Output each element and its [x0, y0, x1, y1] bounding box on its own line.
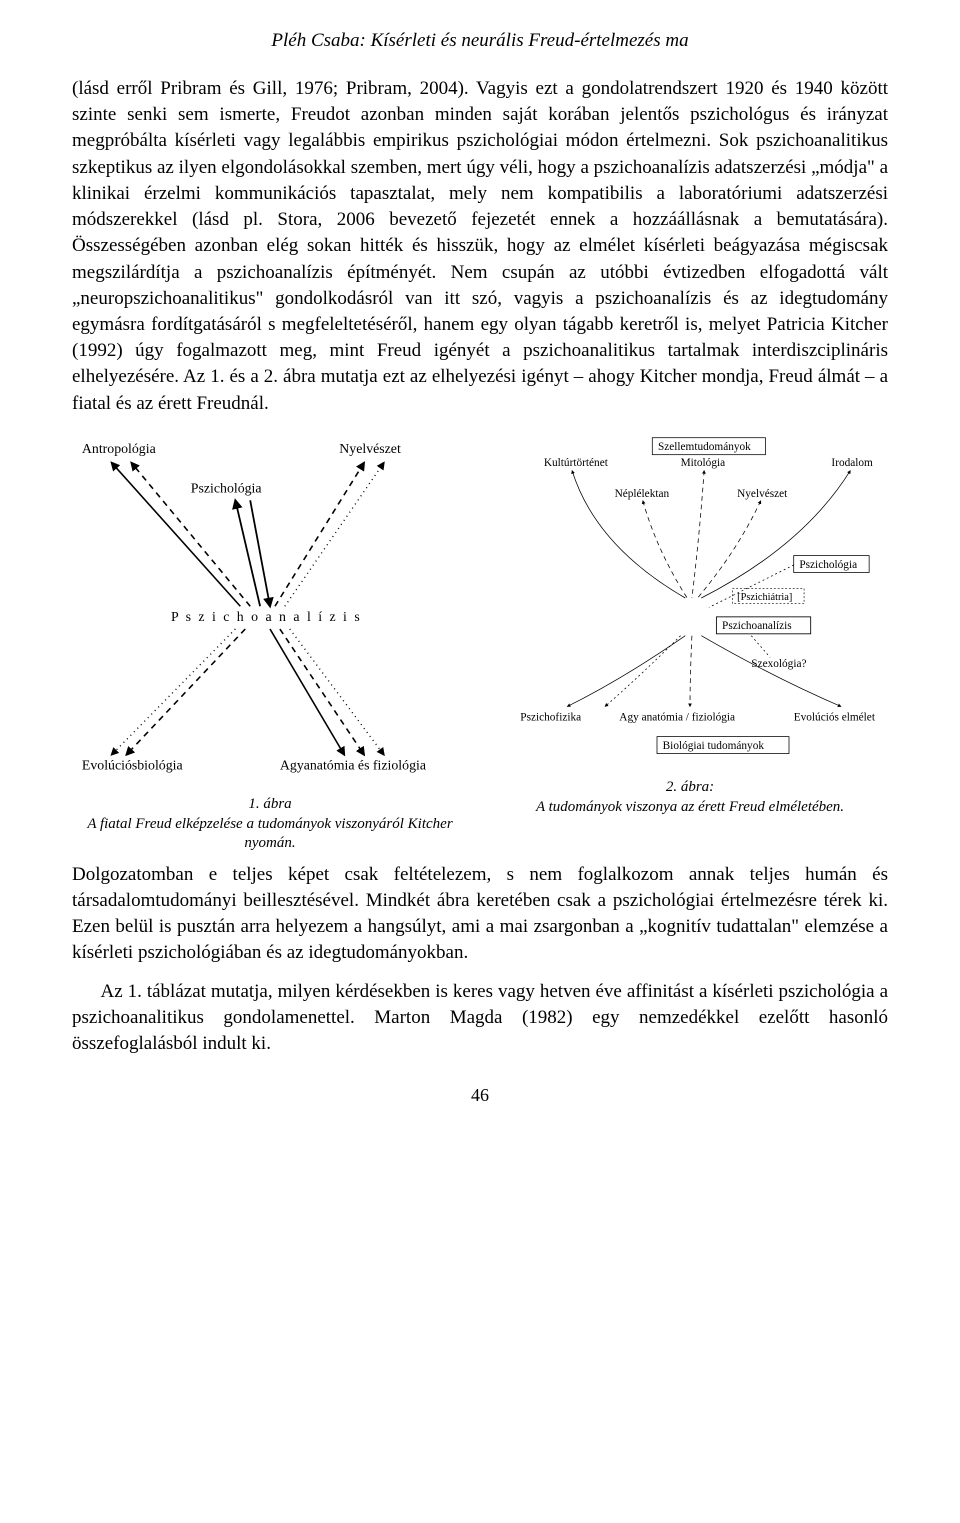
- fig2-evol: Evolúciós elmélet: [794, 711, 876, 723]
- fig2-kultur: Kultúrtörténet: [544, 457, 609, 469]
- figure-2-svg: Szellemtudományok Kultúrtörténet Mitológ…: [492, 433, 888, 772]
- fig2-pszichofizika: Pszichofizika: [520, 711, 581, 723]
- fig1-label-antropologia: Antropológia: [82, 441, 156, 456]
- figures-row: Antropológia Nyelvészet Pszichológia P s…: [72, 433, 888, 854]
- fig1-label-evol: Evolúciósbiológia: [82, 757, 183, 772]
- paragraph-3: Az 1. táblázat mutatja, milyen kérdésekb…: [72, 979, 888, 1058]
- fig2-cap-line1: 2. ábra:: [666, 779, 714, 795]
- figure-1: Antropológia Nyelvészet Pszichológia P s…: [72, 433, 468, 854]
- fig2-bio: Biológiai tudományok: [663, 740, 765, 752]
- fig1-label-pszichologia: Pszichológia: [191, 480, 262, 495]
- figure-2-caption: 2. ábra: A tudományok viszonya az érett …: [536, 778, 844, 817]
- fig2-agy: Agy anatómia / fiziológia: [619, 711, 735, 723]
- fig2-irodalom: Irodalom: [831, 457, 873, 469]
- fig2-pszichoanal: Pszichoanalízis: [722, 620, 792, 632]
- fig2-nyelveszet: Nyelvészet: [737, 488, 788, 500]
- figure-2: Szellemtudományok Kultúrtörténet Mitológ…: [492, 433, 888, 817]
- fig2-neplelektan: Néplélektan: [615, 488, 670, 500]
- fig2-label-szellem: Szellemtudományok: [658, 441, 751, 453]
- fig1-label-agy: Agyanatómia és fiziológia: [280, 757, 426, 772]
- fig2-mitologia: Mitológia: [681, 457, 726, 469]
- figure-1-svg: Antropológia Nyelvészet Pszichológia P s…: [72, 433, 468, 789]
- fig2-pszichiatria: [Pszichiátria]: [737, 592, 792, 603]
- running-header: Pléh Csaba: Kísérleti és neurális Freud-…: [72, 30, 888, 52]
- fig2-pszichologia: Pszichológia: [799, 559, 857, 571]
- fig1-cap-line2: A fiatal Freud elképzelése a tudományok …: [87, 816, 452, 852]
- fig1-cap-line1: 1. ábra: [248, 796, 291, 812]
- fig1-label-center: P s z i c h o a n a l í z i s: [171, 609, 362, 624]
- fig2-cap-line2: A tudományok viszonya az érett Freud elm…: [536, 799, 844, 815]
- fig1-label-nyelveszet: Nyelvészet: [339, 441, 401, 456]
- paragraph-1: (lásd erről Pribram és Gill, 1976; Pribr…: [72, 76, 888, 417]
- figure-1-caption: 1. ábra A fiatal Freud elképzelése a tud…: [72, 795, 468, 854]
- page-number: 46: [72, 1085, 888, 1106]
- paragraph-2: Dolgozatomban e teljes képet csak feltét…: [72, 862, 888, 967]
